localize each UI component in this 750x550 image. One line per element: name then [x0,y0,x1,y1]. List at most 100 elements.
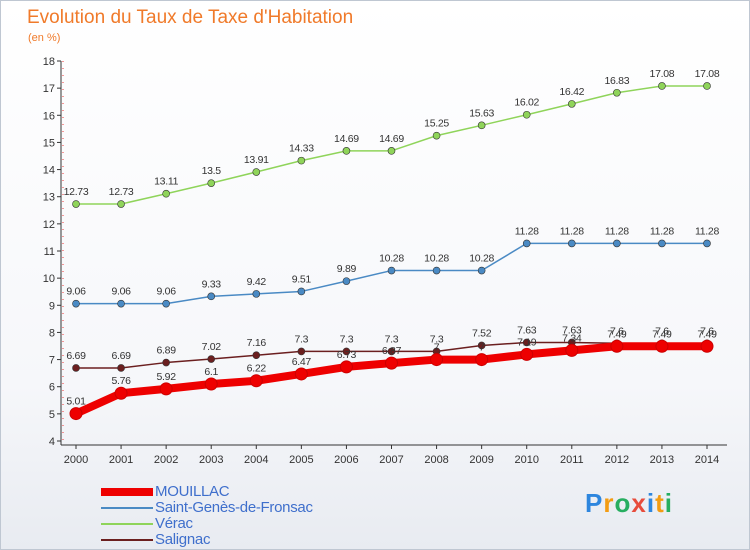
data-label: 6.87 [382,345,402,357]
data-point [477,121,486,130]
data-point [117,200,125,208]
x-tick-label: 2013 [650,454,674,466]
x-tick-label: 2008 [424,454,448,466]
legend-label: Vérac [155,515,193,532]
data-label: 9.51 [292,273,312,285]
data-label: 7.63 [517,324,537,336]
data-point [72,200,80,208]
data-point [297,347,306,356]
logo-letter: P [585,488,604,518]
data-point [294,367,308,381]
chart-title: Evolution du Taux de Taxe d'Habitation [27,7,354,28]
logo-letter: t [655,488,665,518]
legend-swatch [101,539,153,541]
data-point [567,239,576,248]
legend-item: Vérac [101,515,401,532]
data-point [342,147,351,155]
data-label: 5.92 [157,371,177,383]
data-label: 6.1 [204,366,218,378]
data-label: 11.28 [605,225,629,237]
x-tick-label: 2009 [469,454,493,466]
data-label: 9.06 [66,286,86,298]
data-point [703,82,711,90]
data-point [339,360,353,374]
y-tick-label: 14 [43,165,55,177]
data-point [567,100,576,108]
y-tick-label: 8 [49,327,55,339]
data-point [655,339,669,353]
data-point [658,82,666,90]
data-label: 13.11 [154,176,178,188]
data-label: 7.49 [607,328,627,340]
x-tick-label: 2005 [289,454,313,466]
data-label: 7.3 [340,333,354,345]
data-label: 7.63 [562,324,582,336]
y-tick-label: 18 [43,56,55,68]
logo-letter: x [631,488,647,518]
data-point [162,358,170,367]
y-tick-label: 6 [49,382,55,394]
legend-swatch [101,523,153,525]
data-label: 7 [434,342,440,354]
data-label: 11.28 [560,225,584,237]
data-point [297,156,306,165]
data-label: 7.49 [652,328,672,340]
data-label: 16.02 [514,97,539,109]
data-label: 6.89 [157,345,177,357]
data-label: 7.34 [562,332,582,344]
legend-label: Saint-Genès-de-Fronsac [155,499,313,516]
data-label: 5.01 [66,396,86,408]
x-tick-label: 2011 [560,454,584,466]
data-point [430,353,444,367]
data-label: 7.49 [697,328,717,340]
data-label: 14.33 [289,143,314,155]
data-label: 13.5 [202,165,222,177]
legend-item: MOUILLAC [101,483,401,500]
data-label: 7.16 [247,337,267,349]
logo-letter: i [646,488,656,518]
data-label: 16.42 [559,86,584,98]
x-tick-label: 2014 [695,454,719,466]
data-label: 7.6 [700,325,714,337]
data-label: 7.3 [430,333,444,345]
data-point [522,338,531,347]
data-point [69,407,83,421]
data-label: 7.52 [472,327,492,339]
data-label: 7.3 [385,333,399,345]
data-point [159,382,173,396]
data-label: 5.76 [111,375,131,387]
data-label: 7.6 [610,325,624,337]
data-label: 10.28 [469,253,494,265]
data-label: 9.89 [337,263,357,275]
data-label: 6.73 [337,349,357,361]
proxiti-logo: Proxiti [585,488,673,519]
data-point [387,347,396,356]
data-label: 11.28 [515,225,539,237]
data-label: 17.08 [650,68,675,80]
data-label: 7 [479,342,485,354]
data-point [342,347,351,356]
data-point [114,386,128,400]
data-label: 7.02 [202,341,222,353]
data-point [252,168,261,176]
data-label: 10.28 [379,253,404,265]
logo-letter: r [603,488,615,518]
data-point [249,374,263,388]
data-point [207,355,216,363]
data-point [613,239,621,248]
y-tick-label: 12 [43,219,55,231]
data-point [613,88,621,97]
data-point [522,110,531,119]
data-point [207,292,216,301]
data-point [565,343,579,357]
data-point [387,147,396,155]
data-point [432,266,441,275]
data-label: 9.33 [202,278,222,290]
data-point [72,299,80,308]
data-point [204,377,218,391]
y-tick-label: 4 [49,436,55,448]
data-label: 10.28 [424,253,449,265]
y-tick-label: 11 [44,246,55,258]
